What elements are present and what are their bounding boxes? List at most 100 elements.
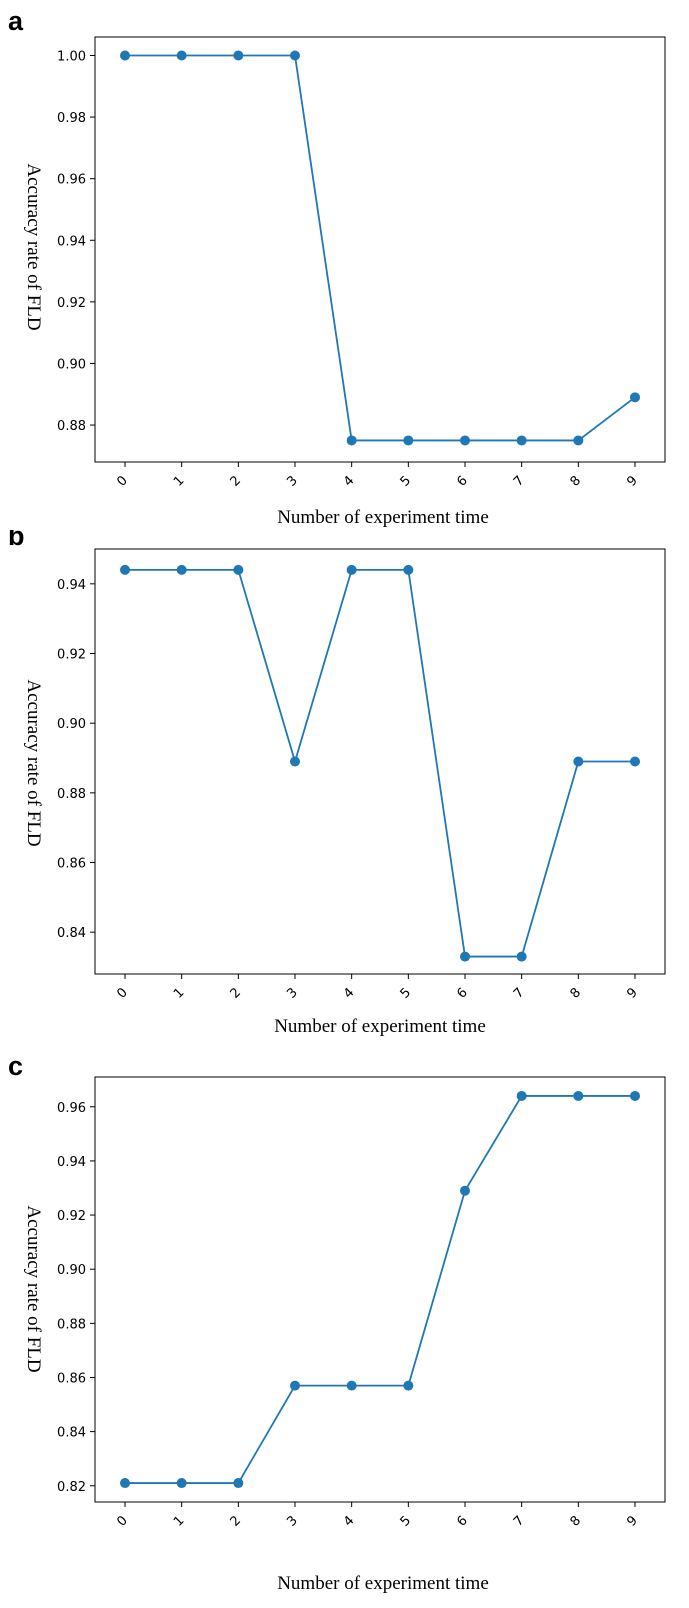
data-point-a-9 bbox=[630, 392, 640, 403]
x-tick-label-c-8: 8 bbox=[568, 1513, 584, 1529]
x-axis-label-a: Number of experiment time bbox=[277, 507, 489, 528]
x-tick-label-b-9: 9 bbox=[624, 985, 640, 1001]
y-tick-label-b-1: 0.86 bbox=[57, 857, 86, 872]
data-point-b-9 bbox=[630, 756, 640, 767]
y-tick-label-b-0: 0.84 bbox=[57, 926, 86, 941]
y-tick-label-a-0: 0.88 bbox=[57, 419, 86, 434]
panel-label-a: a bbox=[8, 6, 24, 36]
x-tick-label-a-5: 5 bbox=[398, 473, 414, 489]
x-tick-label-c-6: 6 bbox=[454, 1513, 470, 1529]
panel-b: b 0.84 0.86 0.88 0.90 0.92 0.94 0 1 2 3 4 5 6 7 8 9 Ac… bbox=[0, 521, 689, 1060]
y-tick-label-c-1: 0.84 bbox=[57, 1426, 86, 1441]
y-tick-label-b-5: 0.94 bbox=[57, 578, 86, 593]
data-point-a-2 bbox=[233, 50, 244, 61]
x-ticks-c: 0 1 2 3 4 5 6 7 8 9 bbox=[114, 1502, 641, 1530]
y-ticks-b: 0.84 0.86 0.88 0.90 0.92 0.94 bbox=[57, 578, 95, 941]
x-tick-label-b-3: 3 bbox=[284, 985, 300, 1001]
data-point-c-3 bbox=[290, 1380, 300, 1391]
chart-c: c 0.82 0.84 0.86 0.88 0.90 0.92 0.94 0.96 0 1 2 3 4… bbox=[8, 1051, 666, 1594]
data-point-c-6 bbox=[460, 1185, 470, 1196]
x-tick-label-b-1: 1 bbox=[171, 985, 187, 1001]
y-ticks-a: 0.88 0.90 0.92 0.94 0.96 0.98 1.00 bbox=[57, 49, 95, 434]
chart-b: b 0.84 0.86 0.88 0.90 0.92 0.94 0 1 2 3 4 5 6 7 8 9 Ac… bbox=[8, 521, 666, 1037]
data-point-b-7 bbox=[516, 951, 527, 962]
x-tick-label-a-4: 4 bbox=[341, 473, 357, 489]
data-point-b-5 bbox=[403, 564, 414, 575]
data-point-b-3 bbox=[290, 756, 300, 767]
y-tick-label-c-6: 0.94 bbox=[57, 1155, 86, 1170]
y-tick-label-a-1: 0.90 bbox=[57, 357, 86, 372]
y-tick-label-b-4: 0.92 bbox=[57, 648, 86, 663]
x-tick-label-a-2: 2 bbox=[228, 473, 244, 489]
series-line-a bbox=[125, 54, 636, 442]
data-point-c-5 bbox=[403, 1380, 414, 1391]
series-points-a bbox=[120, 50, 640, 446]
x-tick-label-b-0: 0 bbox=[114, 985, 130, 1001]
x-tick-label-a-1: 1 bbox=[171, 473, 187, 489]
chart-a: a 0.88 0.90 0.92 0.94 0.96 0.98 1.00 0 1 2 3 4 5 6 7 8… bbox=[8, 6, 666, 528]
x-tick-label-c-1: 1 bbox=[171, 1513, 187, 1529]
panel-c: c 0.82 0.84 0.86 0.88 0.90 0.92 0.94 0.96 0 1 2 3 4… bbox=[0, 1051, 689, 1603]
x-tick-label-b-2: 2 bbox=[228, 985, 244, 1001]
data-point-c-8 bbox=[573, 1090, 584, 1101]
x-tick-label-a-3: 3 bbox=[284, 473, 300, 489]
plot-frame-c bbox=[94, 1076, 666, 1503]
data-point-b-4 bbox=[346, 564, 357, 575]
y-tick-label-a-5: 0.98 bbox=[57, 111, 86, 126]
x-tick-label-b-6: 6 bbox=[454, 985, 470, 1001]
x-ticks-b: 0 1 2 3 4 5 6 7 8 9 bbox=[114, 974, 641, 1002]
y-tick-label-c-2: 0.86 bbox=[57, 1371, 86, 1386]
x-tick-label-a-0: 0 bbox=[114, 473, 130, 489]
series-points-b bbox=[120, 564, 640, 962]
data-point-b-1 bbox=[176, 564, 187, 575]
y-axis-label-a: Accuracy rate of FLD bbox=[23, 163, 44, 330]
data-point-a-5 bbox=[403, 435, 414, 446]
x-axis-label-c: Number of experiment time bbox=[277, 1573, 489, 1594]
x-tick-label-a-7: 7 bbox=[511, 473, 527, 489]
x-tick-label-c-5: 5 bbox=[398, 1513, 414, 1529]
data-point-c-4 bbox=[346, 1380, 357, 1391]
data-point-c-9 bbox=[630, 1090, 640, 1101]
data-point-b-2 bbox=[233, 564, 244, 575]
data-point-b-0 bbox=[120, 564, 130, 575]
x-axis-label-b: Number of experiment time bbox=[274, 1016, 486, 1037]
data-point-c-1 bbox=[176, 1478, 187, 1489]
data-point-a-8 bbox=[573, 435, 584, 446]
series-points-c bbox=[120, 1090, 640, 1489]
y-tick-label-b-2: 0.88 bbox=[57, 787, 86, 802]
data-point-a-0 bbox=[120, 50, 130, 61]
x-tick-label-b-8: 8 bbox=[568, 985, 584, 1001]
data-point-b-6 bbox=[460, 951, 470, 962]
x-tick-label-b-5: 5 bbox=[398, 985, 414, 1001]
x-tick-label-b-4: 4 bbox=[341, 985, 357, 1001]
y-axis-label-b: Accuracy rate of FLD bbox=[23, 679, 44, 846]
data-point-a-1 bbox=[176, 50, 187, 61]
series-line-c bbox=[125, 1095, 635, 1484]
x-tick-label-a-6: 6 bbox=[454, 473, 470, 489]
data-point-a-6 bbox=[460, 435, 470, 446]
x-tick-label-c-0: 0 bbox=[114, 1513, 130, 1529]
y-tick-label-a-4: 0.96 bbox=[57, 173, 86, 188]
x-tick-label-c-2: 2 bbox=[228, 1513, 244, 1529]
y-tick-label-a-2: 0.92 bbox=[57, 296, 86, 311]
y-tick-label-c-0: 0.82 bbox=[57, 1480, 86, 1495]
panel-a: a 0.88 0.90 0.92 0.94 0.96 0.98 1.00 0 1 2 3 4 5 6 7 8… bbox=[0, 0, 689, 530]
x-tick-label-a-8: 8 bbox=[568, 473, 584, 489]
x-tick-label-c-7: 7 bbox=[511, 1513, 527, 1529]
x-tick-label-a-9: 9 bbox=[624, 473, 640, 489]
data-point-a-3 bbox=[290, 50, 300, 61]
x-tick-label-c-3: 3 bbox=[284, 1513, 300, 1529]
x-tick-label-c-4: 4 bbox=[341, 1513, 357, 1529]
x-tick-label-b-7: 7 bbox=[511, 985, 527, 1001]
plot-frame-b bbox=[94, 548, 666, 975]
y-tick-label-c-7: 0.96 bbox=[57, 1101, 86, 1116]
y-tick-label-a-6: 1.00 bbox=[57, 49, 86, 64]
y-tick-label-c-4: 0.90 bbox=[57, 1263, 86, 1278]
data-point-c-2 bbox=[233, 1478, 244, 1489]
data-point-a-4 bbox=[346, 435, 357, 446]
y-tick-label-b-3: 0.90 bbox=[57, 717, 86, 732]
data-point-c-0 bbox=[120, 1478, 130, 1489]
y-axis-label-c: Accuracy rate of FLD bbox=[23, 1205, 44, 1372]
plot-frame-a bbox=[94, 36, 666, 463]
y-tick-label-c-5: 0.92 bbox=[57, 1209, 86, 1224]
